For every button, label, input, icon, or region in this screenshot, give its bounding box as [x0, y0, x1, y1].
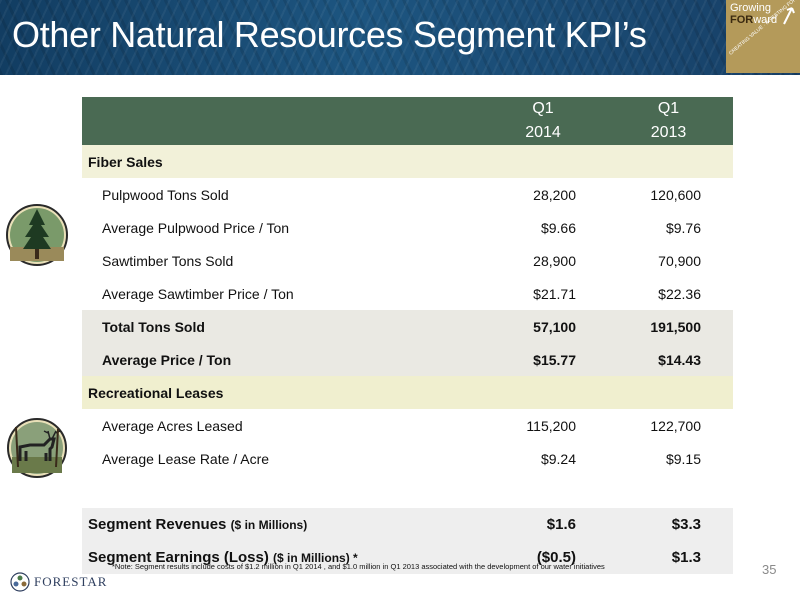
segment-revenues-label: Segment Revenues ($ in Millions) [82, 508, 482, 541]
value-q1-2013: 191,500 [604, 310, 733, 343]
value-q1-2014: $21.71 [533, 285, 576, 302]
badge-line-1: Growing [730, 2, 771, 14]
fiber-sales-section-row: Fiber Sales [82, 145, 733, 178]
segment-earnings-row: Segment Earnings (Loss) ($ in Millions) … [82, 541, 733, 574]
spacer-row [82, 475, 733, 508]
value-q1-2014: 28,200 [533, 186, 576, 203]
table-row: Average Pulpwood Price / Ton $9.66 $9.76 [82, 211, 733, 244]
footnote: *Note: Segment results include costs of … [112, 562, 605, 571]
table-row: Pulpwood Tons Sold 28,200 120,600 [82, 178, 733, 211]
row-label: Total Tons Sold [82, 310, 482, 343]
value-q1-2013: $22.36 [658, 285, 701, 302]
row-label: Average Pulpwood Price / Ton [102, 219, 290, 236]
row-label: Average Price / Ton [82, 343, 482, 376]
table-row: Average Acres Leased 115,200 122,700 [82, 409, 733, 442]
page-title: Other Natural Resources Segment KPI’s [12, 14, 647, 55]
col-q1-2014-header: Q1 2014 [482, 97, 604, 145]
table-row: Average Sawtimber Price / Ton $21.71 $22… [82, 277, 733, 310]
forestar-logo: FORESTAR [10, 572, 107, 592]
total-row: Total Tons Sold 57,100 191,500 [82, 310, 733, 343]
recreational-leases-section-row: Recreational Leases [82, 376, 733, 409]
row-label: Sawtimber Tons Sold [102, 252, 234, 269]
value-q1-2014: 57,100 [482, 310, 604, 343]
row-label: Average Lease Rate / Acre [102, 450, 270, 467]
kpi-table: Q1 2014 Q1 2013 Fiber Sales Pulpwood Tons … [82, 97, 733, 574]
table-row: Average Lease Rate / Acre $9.24 $9.15 [82, 442, 733, 475]
forestar-logo-icon [10, 572, 30, 592]
title-banner: Other Natural Resources Segment KPI’s Gr… [0, 0, 800, 75]
value-q1-2013: $1.3 [604, 541, 733, 574]
header-blank-cell [82, 97, 482, 145]
badge-line-2: FORward [730, 14, 778, 26]
segment-earnings-label: Segment Earnings (Loss) ($ in Millions) … [82, 541, 482, 574]
value-q1-2014: $1.6 [482, 508, 604, 541]
value-q1-2013: 70,900 [658, 252, 701, 269]
table-header-row: Q1 2014 Q1 2013 [82, 97, 733, 145]
section-label: Fiber Sales [82, 145, 482, 178]
value-q1-2014: 115,200 [526, 417, 576, 434]
value-q1-2014: $9.66 [540, 219, 576, 236]
deer-icon [7, 418, 67, 478]
value-q1-2014: $9.24 [540, 450, 576, 467]
value-q1-2013: $3.3 [604, 508, 733, 541]
value-q1-2014: ($0.5) [482, 541, 604, 574]
value-q1-2013: $14.43 [604, 343, 733, 376]
value-q1-2014: $15.77 [482, 343, 604, 376]
arrow-icon [783, 7, 795, 25]
row-label: Average Acres Leased [102, 417, 243, 434]
row-label: Average Sawtimber Price / Ton [102, 285, 294, 302]
growing-forward-badge: Growing FORward CREATING VALUE · INVESTI… [726, 0, 800, 73]
value-q1-2013: 120,600 [650, 186, 701, 203]
value-q1-2013: $9.76 [665, 219, 701, 236]
row-label: Pulpwood Tons Sold [102, 186, 229, 203]
col-q1-2013-header: Q1 2013 [604, 97, 733, 145]
value-q1-2013: 122,700 [650, 417, 701, 434]
value-q1-2014: 28,900 [533, 252, 576, 269]
pine-tree-icon [6, 204, 68, 266]
logo-text: FORESTAR [34, 574, 108, 589]
table-row: Sawtimber Tons Sold 28,900 70,900 [82, 244, 733, 277]
section-label: Recreational Leases [82, 376, 482, 409]
total-row: Average Price / Ton $15.77 $14.43 [82, 343, 733, 376]
page-number: 35 [762, 562, 777, 577]
value-q1-2013: $9.15 [665, 450, 701, 467]
segment-revenues-row: Segment Revenues ($ in Millions) $1.6 $3… [82, 508, 733, 541]
